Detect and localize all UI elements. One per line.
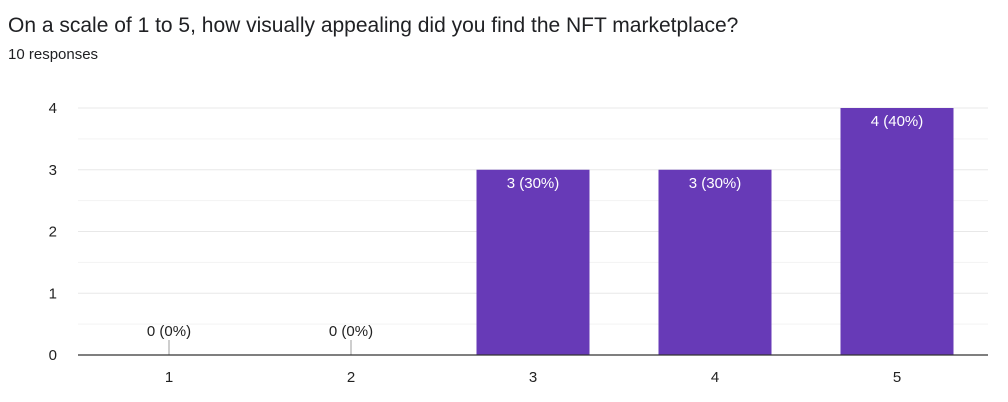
response-count: 10 responses (8, 46, 99, 63)
x-tick-label: 4 (711, 369, 719, 386)
y-tick-label: 1 (49, 285, 57, 302)
x-tick-label: 2 (347, 369, 355, 386)
x-tick-label: 5 (893, 369, 901, 386)
y-tick-label: 3 (49, 162, 57, 179)
question-title: On a scale of 1 to 5, how visually appea… (8, 14, 739, 37)
y-tick-label: 4 (49, 100, 57, 117)
bar-value-label: 4 (40%) (871, 113, 924, 130)
x-tick-label: 1 (165, 369, 173, 386)
bar (658, 169, 772, 355)
bar-value-label: 3 (30%) (689, 175, 742, 192)
bar-value-label: 3 (30%) (507, 175, 560, 192)
y-tick-label: 0 (49, 347, 57, 364)
bar (840, 108, 954, 355)
x-tick-label: 3 (529, 369, 537, 386)
bar-value-label: 0 (0%) (147, 323, 191, 340)
bar (476, 169, 590, 355)
y-tick-label: 2 (49, 224, 57, 241)
bar-value-label: 0 (0%) (329, 323, 373, 340)
